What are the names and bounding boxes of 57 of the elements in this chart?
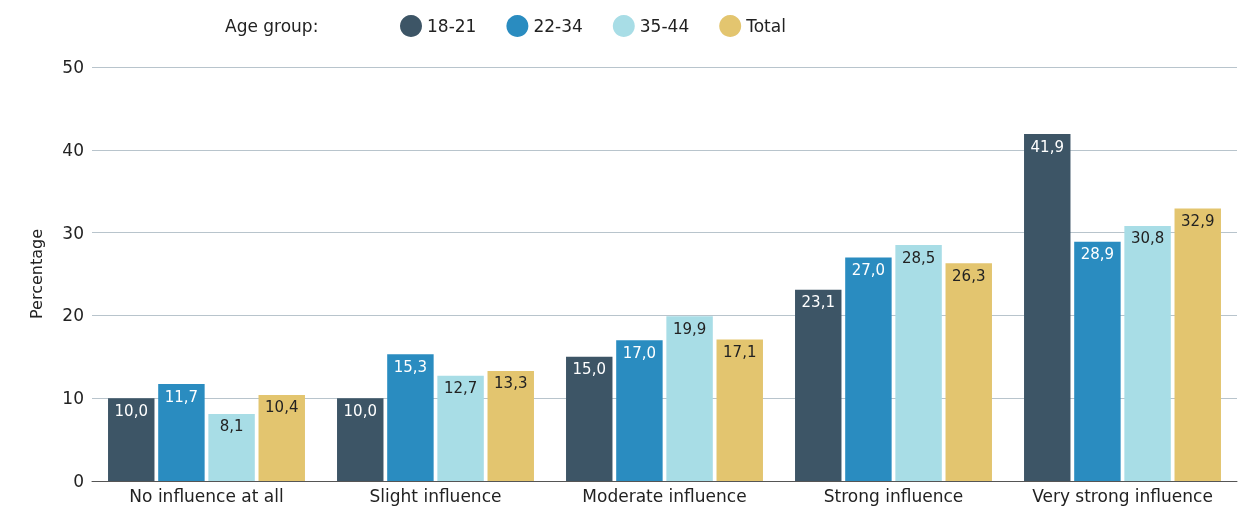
bar [1124,225,1171,481]
x-tick-label: Strong influence [823,485,964,506]
bar [716,339,763,481]
y-tick-label: 30 [62,222,84,243]
data-label: 17,0 [622,343,657,362]
bar [1024,134,1071,481]
bar [108,398,155,481]
data-label: 8,1 [219,417,244,436]
data-label: 32,9 [1181,212,1215,231]
x-tick-label: Very strong influence [1032,485,1213,506]
bar [1074,241,1121,481]
bar [437,375,484,481]
bar [945,263,992,481]
data-label: 27,0 [851,260,886,279]
data-label: 26,3 [952,266,986,285]
legend-label: 22-34 [533,16,583,36]
data-label: 28,5 [901,248,936,267]
bar [1174,208,1221,481]
data-label: 28,9 [1080,245,1115,264]
y-tick-label: 50 [62,57,84,77]
bar [487,370,534,481]
data-label: 10,4 [265,398,299,417]
bar [795,289,842,481]
data-label: 19,9 [672,319,707,338]
y-tick-label: 40 [62,139,84,160]
x-tick-label: No influence at all [129,485,284,506]
data-label: 41,9 [1030,137,1064,156]
x-tick-label: Slight influence [369,485,502,506]
y-axis-title: Percentage [26,228,46,320]
data-label: 10,0 [114,401,148,420]
bar [616,340,663,481]
bar [895,245,942,481]
legend-label: 18-21 [427,16,477,36]
bar [208,413,255,481]
x-tick-label: Moderate influence [582,485,747,506]
y-tick-label: 10 [62,388,84,409]
bar [845,257,892,481]
y-tick-label: 0 [73,471,84,491]
data-label: 13,3 [494,374,528,393]
bar [566,356,613,481]
data-label: 30,8 [1130,229,1165,248]
data-label: 17,1 [723,342,757,361]
data-label: 15,3 [393,357,428,376]
data-label: 15,0 [572,360,606,379]
y-tick-label: 20 [62,305,84,326]
bar [258,394,305,481]
bar [158,384,205,481]
data-label: 10,0 [343,401,377,420]
bar [337,398,384,481]
data-label: 23,1 [801,293,835,312]
bar [387,354,434,481]
bar [666,316,713,481]
legend-label: 35-44 [639,16,690,36]
data-label: 11,7 [164,387,199,406]
data-label: 12,7 [443,379,478,398]
legend-title: Age group: [225,15,319,36]
legend-label: Total [745,16,786,36]
